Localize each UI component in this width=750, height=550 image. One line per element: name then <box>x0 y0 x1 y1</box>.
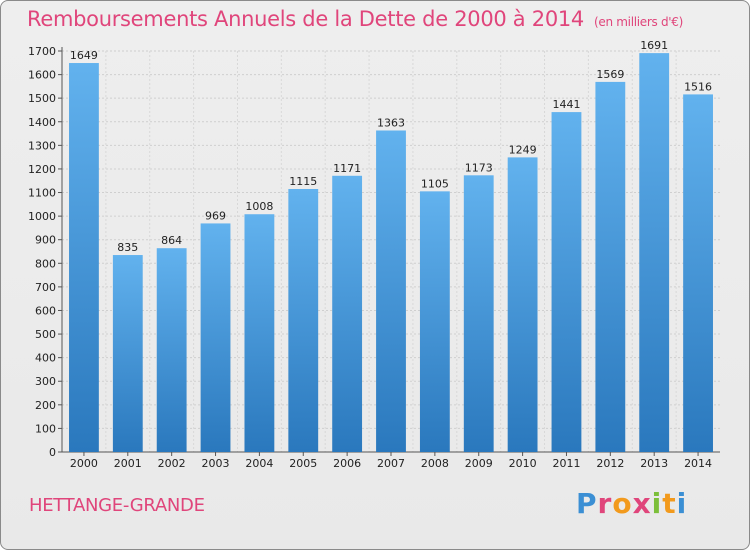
bar-value-label: 1249 <box>509 143 537 156</box>
bar-value-label: 1363 <box>377 116 405 129</box>
x-tick-label: 2009 <box>465 457 493 470</box>
commune-name: HETTANGE-GRANDE <box>29 495 205 516</box>
bar-value-label: 1691 <box>640 39 668 52</box>
x-tick-label: 2004 <box>245 457 273 470</box>
bar-value-label: 1173 <box>465 161 493 174</box>
bar <box>288 188 319 452</box>
bar-value-label: 1649 <box>70 49 98 62</box>
labels: 0 100 200 300 400 500 600 700 800 900 1000 1100 1200… <box>28 39 712 470</box>
y-tick-label: 300 <box>35 375 56 388</box>
x-tick-label: 2008 <box>421 457 449 470</box>
bar <box>507 157 538 452</box>
bar <box>595 81 626 453</box>
bar <box>332 175 363 452</box>
y-tick-label: 1000 <box>28 210 56 223</box>
y-tick-label: 1700 <box>28 45 56 58</box>
y-tick-label: 1300 <box>28 139 56 152</box>
chart-unit: (en milliers d'€) <box>594 15 684 29</box>
bar <box>376 130 406 452</box>
chart-title-text: Remboursements Annuels de la Dette de 20… <box>27 7 584 31</box>
y-tick-label: 1200 <box>28 163 56 176</box>
bar-value-label: 1441 <box>552 98 580 111</box>
y-tick-label: 700 <box>35 281 56 294</box>
proxiti-logo: Proxiti <box>576 487 688 520</box>
x-tick-label: 2011 <box>552 457 580 470</box>
bar-value-label: 1008 <box>245 200 273 213</box>
x-tick-label: 2002 <box>158 457 186 470</box>
y-tick-label: 1100 <box>28 187 56 200</box>
bar <box>683 94 713 453</box>
y-tick-label: 1500 <box>28 92 56 105</box>
bar <box>551 112 582 452</box>
bar <box>244 214 275 452</box>
x-tick-label: 2014 <box>684 457 712 470</box>
bar <box>156 248 187 452</box>
y-tick-label: 1400 <box>28 116 56 129</box>
bar <box>463 175 494 452</box>
y-tick-label: 500 <box>35 328 56 341</box>
x-tick-label: 2007 <box>377 457 405 470</box>
bar <box>419 191 450 452</box>
bar-value-label: 1516 <box>684 80 712 93</box>
bar-value-label: 835 <box>117 241 138 254</box>
y-tick-label: 200 <box>35 399 56 412</box>
y-tick-label: 800 <box>35 257 56 270</box>
x-tick-label: 2001 <box>114 457 142 470</box>
bars <box>69 53 713 453</box>
y-tick-label: 400 <box>35 352 56 365</box>
x-tick-label: 2000 <box>70 457 98 470</box>
x-tick-label: 2005 <box>289 457 317 470</box>
bar <box>639 53 670 453</box>
bar <box>112 255 143 452</box>
chart-title: Remboursements Annuels de la Dette de 20… <box>27 7 683 31</box>
y-tick-label: 0 <box>49 446 56 459</box>
bar-value-label: 969 <box>205 209 226 222</box>
bar-value-label: 1105 <box>421 177 449 190</box>
bar-value-label: 1171 <box>333 162 361 175</box>
bar <box>69 63 99 452</box>
x-tick-label: 2010 <box>509 457 537 470</box>
bar-value-label: 864 <box>161 234 182 247</box>
y-tick-label: 1600 <box>28 69 56 82</box>
y-tick-label: 600 <box>35 304 56 317</box>
bar <box>200 223 231 452</box>
bar-value-label: 1115 <box>289 175 317 188</box>
y-tick-label: 100 <box>35 422 56 435</box>
x-tick-label: 2013 <box>640 457 668 470</box>
x-tick-label: 2003 <box>202 457 230 470</box>
bar-value-label: 1569 <box>596 68 624 81</box>
x-tick-label: 2012 <box>596 457 624 470</box>
x-tick-label: 2006 <box>333 457 361 470</box>
y-tick-label: 900 <box>35 234 56 247</box>
